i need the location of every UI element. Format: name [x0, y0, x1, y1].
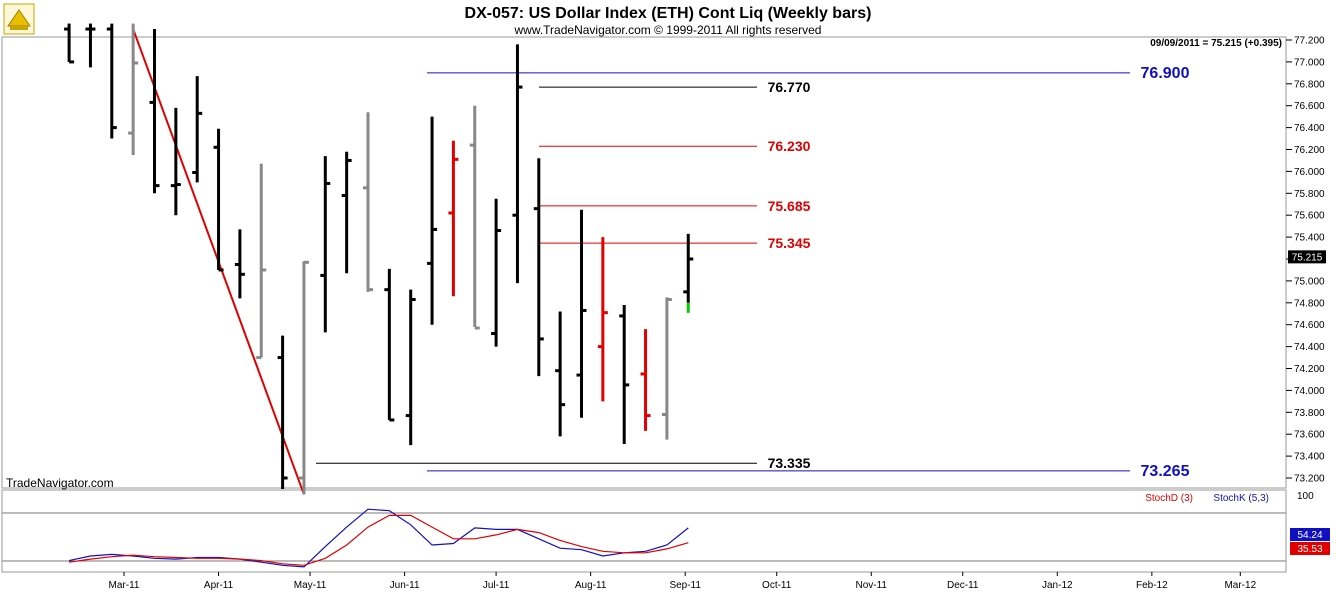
- level-label: 73.335: [768, 455, 811, 471]
- y-tick-label: 77.200: [1294, 36, 1325, 47]
- x-tick-label: Apr-11: [204, 580, 234, 591]
- logo-icon: [3, 3, 35, 35]
- x-tick-label: Aug-11: [575, 580, 607, 591]
- ohlc-bar: [213, 128, 224, 272]
- stochd-last-tag: 35.53: [1290, 542, 1330, 555]
- level-label: 76.770: [768, 79, 811, 95]
- x-tick-label: Jul-11: [483, 580, 510, 591]
- level-label: 73.265: [1141, 463, 1190, 480]
- y-tick-label: 76.000: [1294, 167, 1325, 178]
- ohlc-bar: [405, 289, 416, 446]
- x-tick-label: Jan-12: [1042, 580, 1073, 591]
- x-tick-label: Dec-11: [947, 580, 979, 591]
- y-tick-label: 75.800: [1294, 189, 1325, 200]
- ohlc-bar: [170, 107, 181, 216]
- stoch-series-line: [68, 508, 689, 568]
- ohlc-bar: [427, 116, 438, 325]
- copyright: www.TradeNavigator.com © 1999-2011 All r…: [514, 23, 822, 37]
- last-price-label: 75.215: [1292, 252, 1323, 263]
- price-levels: 76.900 76.770 76.230 75.685 75.345 73.335 73.2…: [316, 65, 1190, 480]
- stochk-last-value: 54.24: [1297, 530, 1322, 541]
- ohlc-bar: [469, 105, 480, 330]
- y-tick-label: 73.800: [1294, 408, 1325, 419]
- x-tick-label: May-11: [294, 580, 327, 591]
- watermark: TradeNavigator.com: [6, 476, 114, 490]
- ohlc-bar: [256, 163, 267, 360]
- ohlc-bar: [555, 311, 566, 437]
- ohlc-bar: [192, 76, 203, 183]
- chart-title: DX-057: US Dollar Index (ETH) Cont Liq (…: [465, 5, 872, 22]
- stochd-last-value: 35.53: [1297, 544, 1322, 555]
- y-tick-label: 74.600: [1294, 320, 1325, 331]
- ohlc-bar: [341, 151, 352, 274]
- stochd-legend: StochD (3): [1145, 493, 1193, 504]
- y-tick-label: 75.600: [1294, 211, 1325, 222]
- ohlc-bar: [597, 237, 608, 402]
- y-tick-label: 77.000: [1294, 57, 1325, 68]
- stochk-last-tag: 54.24: [1290, 528, 1330, 541]
- y-tick-label: 75.400: [1294, 233, 1325, 244]
- ohlc-bar: [576, 209, 587, 418]
- ohlc-bar: [384, 268, 395, 422]
- level-label: 76.900: [1141, 65, 1190, 82]
- y-tick-label: 75.000: [1294, 276, 1325, 287]
- x-axis: Mar-11 Apr-11 May-11 Jun-11 Jul-11 Aug-11 Sep-…: [109, 572, 1257, 591]
- level-label: 75.345: [768, 235, 811, 251]
- ohlc-bar: [640, 329, 651, 431]
- y-tick-label: 74.800: [1294, 298, 1325, 309]
- ohlc-bars: [64, 23, 694, 495]
- ohlc-bar: [149, 29, 160, 194]
- stochastic-panel: [1, 489, 1287, 573]
- price-panel: [1, 36, 1287, 489]
- x-tick-label: Mar-12: [1224, 580, 1256, 591]
- ohlc-bar: [533, 158, 544, 377]
- ohlc-bar: [491, 198, 502, 347]
- ohlc-bar: [448, 140, 459, 297]
- y-tick-label: 73.400: [1294, 452, 1325, 463]
- last-price-tag: 75.215: [1288, 250, 1326, 263]
- stoch-tick-100: 100: [1297, 491, 1314, 502]
- y-tick-label: 74.200: [1294, 364, 1325, 375]
- y-tick-label: 76.400: [1294, 123, 1325, 134]
- stochastic-lines: [68, 508, 689, 568]
- last-readout: 09/09/2011 = 75.215 (+0.395): [1150, 38, 1282, 49]
- y-tick-label: 76.200: [1294, 145, 1325, 156]
- ohlc-bar: [128, 23, 139, 155]
- ohlc-bar: [234, 229, 245, 299]
- x-tick-label: Jun-11: [390, 580, 420, 591]
- ohlc-bar: [106, 23, 117, 139]
- ohlc-bar: [85, 23, 96, 68]
- stochk-legend: StochK (5,3): [1213, 493, 1269, 504]
- ohlc-bar: [64, 23, 75, 64]
- ohlc-bar: [363, 112, 373, 292]
- y-tick-label: 76.800: [1294, 79, 1325, 90]
- y-tick-label: 73.200: [1294, 474, 1325, 485]
- ohlc-bar: [277, 335, 288, 489]
- x-tick-label: Oct-11: [762, 580, 792, 591]
- x-tick-label: Mar-11: [109, 580, 140, 591]
- level-label: 76.230: [768, 138, 811, 154]
- ohlc-bar: [320, 156, 331, 333]
- ohlc-bar: [661, 297, 672, 440]
- ohlc-bar: [619, 304, 630, 445]
- ohlc-bar: [683, 233, 694, 313]
- ohlc-bar: [512, 44, 523, 284]
- y-tick-label: 74.400: [1294, 342, 1325, 353]
- y-tick-label: 74.000: [1294, 386, 1325, 397]
- stoch-series-line: [69, 514, 689, 566]
- y-tick-label: 76.600: [1294, 101, 1325, 112]
- level-label: 75.685: [768, 198, 811, 214]
- x-tick-label: Feb-12: [1136, 580, 1168, 591]
- y-tick-label: 73.600: [1294, 430, 1325, 441]
- ohlc-bar: [298, 260, 309, 495]
- x-tick-label: Nov-11: [856, 580, 888, 591]
- x-tick-label: Sep-11: [669, 580, 701, 591]
